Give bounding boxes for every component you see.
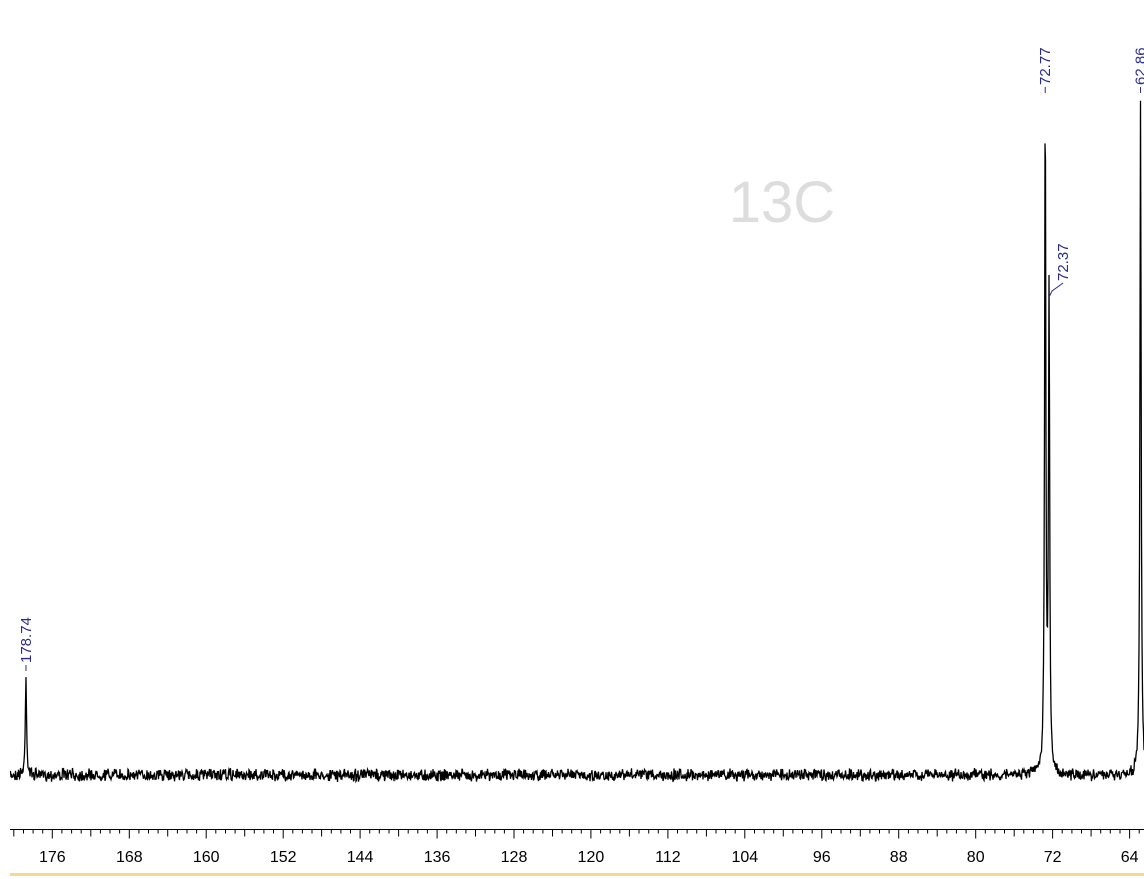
x-tick-label: 88 xyxy=(890,849,908,866)
x-tick-label: 96 xyxy=(813,849,831,866)
x-tick-label: 176 xyxy=(39,849,66,866)
x-tick-label: 72 xyxy=(1044,849,1062,866)
x-tick-label: 120 xyxy=(578,849,605,866)
spectrum-layer xyxy=(9,100,1144,784)
x-axis: 176 168 160 152 144 136 128 120 112 104 96 88 80 72 64 xyxy=(10,829,1144,876)
spectrum-watermark: 13C xyxy=(729,170,835,235)
peak-marker: 178.74 xyxy=(18,617,35,671)
x-tick-label: 104 xyxy=(731,849,758,866)
peak-leader-line xyxy=(1048,282,1064,298)
peak-label: 62.86 xyxy=(1133,47,1144,85)
spectrum-line xyxy=(9,100,1144,784)
axis-highlight-bar xyxy=(10,873,1144,876)
peak-marker: 62.86 xyxy=(1133,47,1144,93)
x-tick-label: 112 xyxy=(655,849,681,866)
peak-label: 178.74 xyxy=(18,617,35,663)
x-tick-label: 80 xyxy=(967,849,985,866)
peak-labels-layer: 178.74 72.77 72.37 62.86 xyxy=(18,47,1144,671)
peak-label: 72.37 xyxy=(1055,243,1072,281)
x-tick-label: 128 xyxy=(501,849,528,866)
x-tick-label: 144 xyxy=(347,849,374,866)
peak-marker: 72.37 xyxy=(1048,243,1072,298)
x-tick-label: 160 xyxy=(193,849,220,866)
peak-marker: 72.77 xyxy=(1037,47,1054,93)
x-tick-label: 64 xyxy=(1121,849,1139,866)
peak-label: 72.77 xyxy=(1037,47,1054,85)
x-tick-label: 168 xyxy=(116,849,143,866)
x-tick-label: 136 xyxy=(424,849,451,866)
x-tick-label: 152 xyxy=(270,849,297,866)
